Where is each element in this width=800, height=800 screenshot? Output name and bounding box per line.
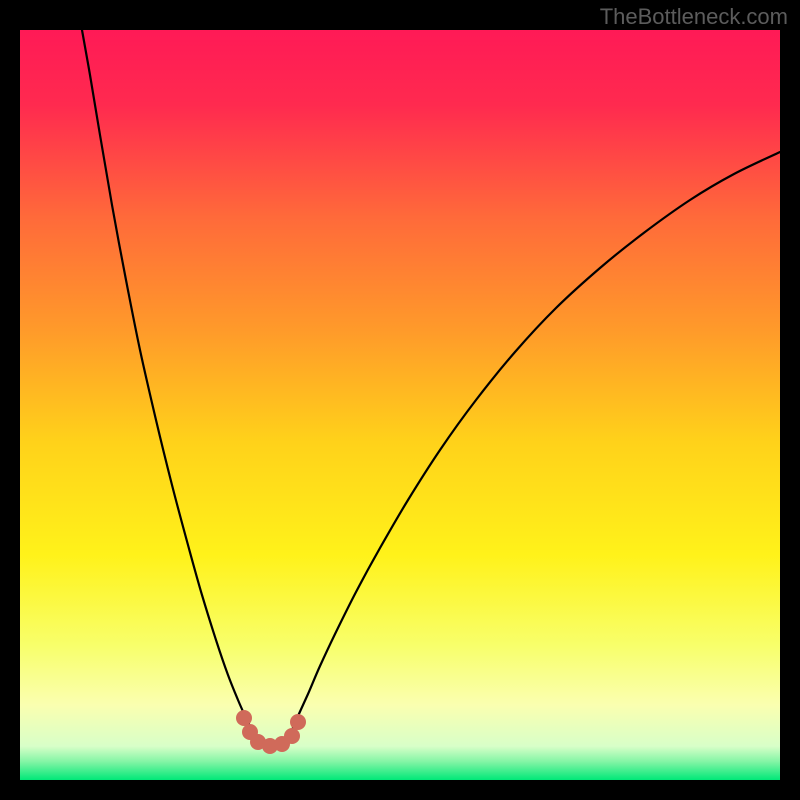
bottleneck-curve (20, 30, 780, 780)
valley-marker (290, 714, 306, 730)
valley-marker (236, 710, 252, 726)
chart-frame: TheBottleneck.com (0, 0, 800, 800)
valley-marker (284, 728, 300, 744)
curve-path (82, 30, 780, 748)
watermark-text: TheBottleneck.com (600, 4, 788, 30)
plot-area (20, 30, 780, 780)
